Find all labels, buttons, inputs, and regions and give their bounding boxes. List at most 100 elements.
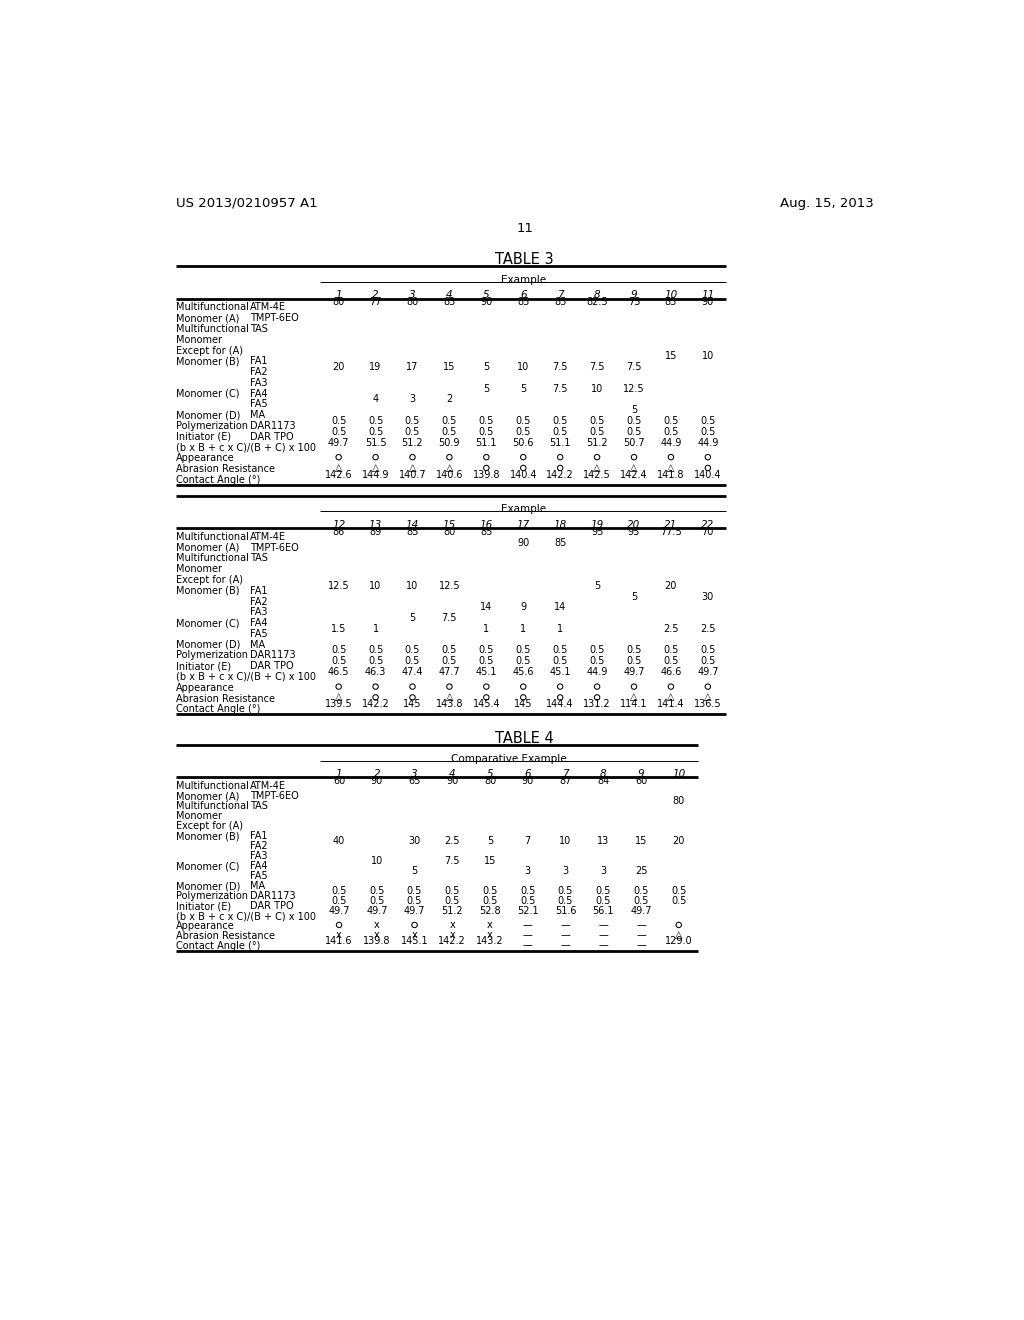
- Text: 7.5: 7.5: [552, 362, 568, 372]
- Text: 46.6: 46.6: [660, 667, 682, 677]
- Text: 7.5: 7.5: [444, 857, 460, 866]
- Text: 0.5: 0.5: [590, 416, 605, 426]
- Text: FA4: FA4: [250, 862, 267, 871]
- Text: 25: 25: [635, 866, 647, 876]
- Text: △: △: [630, 463, 638, 473]
- Text: 80: 80: [443, 527, 456, 537]
- Text: 51.5: 51.5: [365, 437, 386, 447]
- Text: 51.2: 51.2: [587, 437, 608, 447]
- Text: 142.6: 142.6: [325, 470, 352, 480]
- Text: (b x B + c x C)/(B + C) x 100: (b x B + c x C)/(B + C) x 100: [176, 911, 316, 921]
- Text: Monomer (B): Monomer (B): [176, 586, 240, 595]
- Text: —: —: [561, 931, 570, 940]
- Text: 8: 8: [594, 290, 600, 300]
- Text: DAR1173: DAR1173: [250, 421, 295, 430]
- Text: —: —: [598, 931, 608, 940]
- Text: FA4: FA4: [250, 388, 267, 399]
- Text: —: —: [523, 940, 532, 950]
- Text: 2: 2: [374, 770, 380, 779]
- Text: 0.5: 0.5: [700, 426, 716, 437]
- Text: 0.5: 0.5: [700, 416, 716, 426]
- Text: 0.5: 0.5: [441, 416, 457, 426]
- Text: 1: 1: [373, 624, 379, 634]
- Text: TABLE 3: TABLE 3: [496, 252, 554, 268]
- Text: 13: 13: [369, 520, 382, 529]
- Text: Monomer: Monomer: [176, 812, 222, 821]
- Text: 50.9: 50.9: [438, 437, 460, 447]
- Text: 1: 1: [520, 624, 526, 634]
- Text: Abrasion Resistance: Abrasion Resistance: [176, 693, 275, 704]
- Text: 90: 90: [517, 537, 529, 548]
- Text: 52.1: 52.1: [517, 906, 539, 916]
- Text: —: —: [561, 940, 570, 950]
- Text: 7: 7: [557, 290, 563, 300]
- Text: DAR1173: DAR1173: [250, 651, 295, 660]
- Text: 19: 19: [370, 362, 382, 372]
- Text: MA: MA: [250, 882, 265, 891]
- Text: △: △: [372, 463, 379, 473]
- Text: 12: 12: [332, 520, 345, 529]
- Text: Monomer: Monomer: [176, 335, 222, 345]
- Text: 140.7: 140.7: [398, 470, 426, 480]
- Text: 14: 14: [480, 602, 493, 612]
- Text: 11: 11: [701, 290, 715, 300]
- Text: 49.7: 49.7: [366, 906, 387, 916]
- Text: 0.5: 0.5: [444, 886, 460, 896]
- Text: 10: 10: [517, 362, 529, 372]
- Text: 30: 30: [409, 836, 421, 846]
- Text: 7: 7: [562, 770, 569, 779]
- Text: Contact Angle (°): Contact Angle (°): [176, 941, 260, 952]
- Text: Contact Angle (°): Contact Angle (°): [176, 475, 260, 484]
- Text: 0.5: 0.5: [331, 416, 346, 426]
- Text: 85: 85: [665, 297, 677, 308]
- Text: TAS: TAS: [250, 323, 267, 334]
- Text: 141.4: 141.4: [657, 700, 685, 709]
- Text: 0.5: 0.5: [404, 426, 420, 437]
- Text: 5: 5: [486, 770, 494, 779]
- Text: —: —: [561, 920, 570, 929]
- Text: 0.5: 0.5: [404, 656, 420, 667]
- Text: 65: 65: [409, 776, 421, 785]
- Text: △: △: [335, 463, 342, 473]
- Text: 80: 80: [407, 297, 419, 308]
- Text: Polymerization: Polymerization: [176, 421, 248, 430]
- Text: 80: 80: [673, 796, 685, 807]
- Text: 9: 9: [520, 602, 526, 612]
- Text: 0.5: 0.5: [482, 886, 498, 896]
- Text: Monomer: Monomer: [176, 564, 222, 574]
- Text: TMPT-6EO: TMPT-6EO: [250, 543, 298, 553]
- Text: 10: 10: [559, 836, 571, 846]
- Text: FA5: FA5: [250, 400, 267, 409]
- Text: 3: 3: [524, 866, 530, 876]
- Text: 144.4: 144.4: [547, 700, 573, 709]
- Text: 0.5: 0.5: [596, 886, 611, 896]
- Text: 0.5: 0.5: [478, 426, 494, 437]
- Text: Multifunctional: Multifunctional: [176, 323, 249, 334]
- Text: 5: 5: [483, 362, 489, 372]
- Text: 75: 75: [628, 297, 640, 308]
- Text: FA1: FA1: [250, 356, 267, 366]
- Text: 143.2: 143.2: [476, 936, 504, 946]
- Text: 45.1: 45.1: [550, 667, 571, 677]
- Text: △: △: [675, 931, 683, 940]
- Text: 10: 10: [591, 384, 603, 393]
- Text: FA1: FA1: [250, 832, 267, 841]
- Text: 0.5: 0.5: [627, 416, 642, 426]
- Text: 0.5: 0.5: [664, 645, 679, 656]
- Text: FA2: FA2: [250, 367, 267, 378]
- Text: 0.5: 0.5: [664, 426, 679, 437]
- Text: DAR TPO: DAR TPO: [250, 432, 293, 442]
- Text: MA: MA: [250, 411, 265, 420]
- Text: 0.5: 0.5: [553, 656, 568, 667]
- Text: 10: 10: [701, 351, 714, 362]
- Text: 90: 90: [521, 776, 534, 785]
- Text: FA2: FA2: [250, 597, 267, 606]
- Text: Monomer (A): Monomer (A): [176, 313, 240, 323]
- Text: 3: 3: [600, 866, 606, 876]
- Text: 44.9: 44.9: [697, 437, 719, 447]
- Text: 131.2: 131.2: [584, 700, 611, 709]
- Text: Monomer (D): Monomer (D): [176, 640, 241, 649]
- Text: 14: 14: [554, 602, 566, 612]
- Text: FA3: FA3: [250, 378, 267, 388]
- Text: 85: 85: [554, 297, 566, 308]
